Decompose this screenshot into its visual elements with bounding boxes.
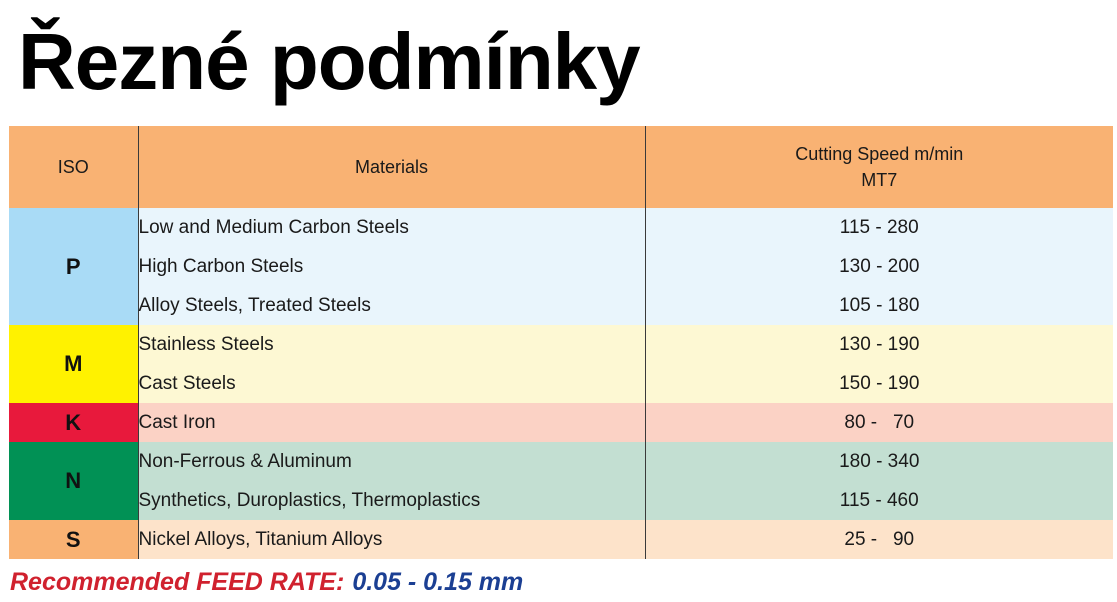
table-row: N Non-Ferrous & Aluminum 180 - 340 [9,442,1113,520]
speed-cell: 180 - 340 [645,442,1113,481]
cutting-speed-header-line2: MT7 [861,170,898,190]
feed-rate-label: Recommended FEED RATE: [10,568,345,596]
table-row: M Stainless Steels 130 - 190 [9,325,1113,403]
material-cell: Nickel Alloys, Titanium Alloys [138,520,646,559]
iso-group-p: P [9,208,139,325]
table-header-row: ISO Materials Cutting Speed m/min MT7 [9,126,1113,208]
table-row: Alloy Steels, Treated Steels 105 - 180 [9,286,1113,325]
speed-cell: 115 - 460 [645,481,1113,520]
speed-cell: 25 - 90 [645,520,1113,559]
iso-group-s: S [9,520,139,559]
iso-group-m: M [9,325,139,403]
table-row: K Cast Iron 80 - 70 [9,403,1113,442]
table-row: High Carbon Steels 130 - 200 [9,247,1113,286]
material-cell: Synthetics, Duroplastics, Thermoplastics [138,481,646,520]
materials-column-header: Materials [138,126,646,208]
iso-group-n: N [9,442,139,520]
iso-column-header: ISO [9,126,139,208]
speed-cell: 150 - 190 [645,364,1113,403]
speed-cell: 130 - 200 [645,247,1113,286]
table-row: P Low and Medium Carbon Steels 115 - 280 [9,208,1113,325]
table-row: Cast Steels 150 - 190 [9,364,1113,403]
speed-cell: 130 - 190 [645,325,1113,364]
material-cell: High Carbon Steels [138,247,646,286]
table-row: S Nickel Alloys, Titanium Alloys 25 - 90 [9,520,1113,559]
cutting-speed-column-header: Cutting Speed m/min MT7 [645,126,1113,208]
speed-cell: 80 - 70 [645,403,1113,442]
speed-cell: 115 - 280 [645,208,1113,247]
material-cell: Cast Iron [138,403,646,442]
cutting-conditions-table: ISO Materials Cutting Speed m/min MT7 P … [9,126,1113,559]
feed-rate-note: Recommended FEED RATE: 0.05 - 0.15 mm [10,565,523,599]
table-row: Synthetics, Duroplastics, Thermoplastics… [9,481,1113,520]
cutting-speed-header-line1: Cutting Speed m/min [795,144,964,164]
material-cell: Stainless Steels [138,325,646,364]
feed-rate-value: 0.05 - 0.15 mm [352,568,524,596]
material-cell: Alloy Steels, Treated Steels [138,286,646,325]
speed-cell: 105 - 180 [645,286,1113,325]
material-cell: Low and Medium Carbon Steels [138,208,646,247]
iso-group-k: K [9,403,139,442]
material-cell: Non-Ferrous & Aluminum [138,442,646,481]
page-title: Řezné podmínky [18,17,641,106]
material-cell: Cast Steels [138,364,646,403]
